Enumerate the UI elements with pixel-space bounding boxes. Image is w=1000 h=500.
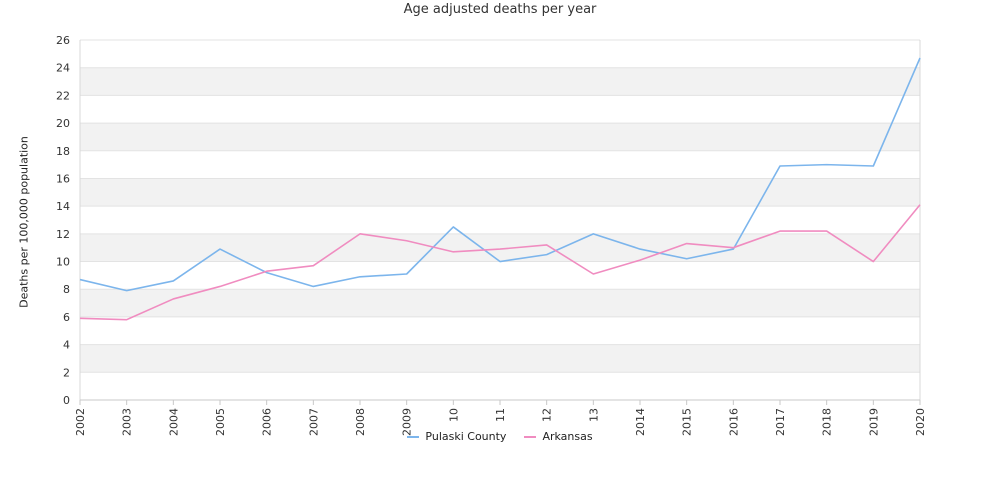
x-tick-label: 2006: [261, 408, 274, 436]
y-tick-label: 4: [63, 339, 70, 352]
legend-swatch: [407, 435, 420, 438]
x-tick-label: 2002: [74, 408, 87, 436]
x-tick-label: 2004: [167, 408, 180, 436]
grid-lines: [79, 39, 921, 401]
x-tick-label: 13: [587, 408, 600, 422]
legend-item[interactable]: Arkansas: [524, 430, 593, 443]
grid-band: [80, 344, 920, 373]
y-tick-label: 16: [56, 172, 70, 185]
x-tick-label: 11: [494, 408, 507, 422]
legend: Pulaski County Arkansas: [0, 430, 1000, 443]
series-line: [79, 57, 921, 292]
chart-title: Age adjusted deaths per year: [403, 2, 597, 17]
x-tick-label: 2005: [214, 408, 227, 436]
grid-band: [80, 289, 920, 317]
y-tick-label: 14: [56, 200, 70, 213]
y-tick-label: 0: [63, 394, 70, 407]
y-tick-label: 18: [56, 145, 70, 158]
x-tick-label: 2008: [354, 408, 367, 436]
grid-band: [80, 40, 920, 68]
y-tick-label: 26: [56, 34, 70, 47]
x-tick-label: 2016: [727, 408, 740, 436]
grid-band: [80, 316, 920, 345]
y-tick-label: 6: [63, 311, 70, 324]
x-tick-label: 2003: [121, 408, 134, 436]
grid-band: [80, 123, 920, 151]
grid-band: [80, 178, 920, 207]
legend-label: Pulaski County: [425, 430, 507, 443]
x-tick-label: 2018: [821, 408, 834, 436]
x-tick-label: 2007: [307, 408, 320, 436]
legend-label: Arkansas: [542, 430, 593, 443]
series-line: [79, 204, 921, 321]
legend-swatch: [524, 435, 537, 438]
y-tick-label: 20: [56, 117, 70, 130]
series-lines: [79, 57, 921, 321]
x-tick-label: 12: [541, 408, 554, 422]
y-tick-label: 22: [56, 89, 70, 102]
y-tick-label: 24: [56, 62, 70, 75]
grid-band: [80, 150, 920, 179]
x-tick-label: 2014: [634, 408, 647, 436]
x-tick-labels: 2002 2003 2004 2005 2006 2007 2008 2009 10 11 12 13…: [74, 400, 927, 436]
grid-bands: [80, 40, 920, 400]
y-tick-label: 8: [63, 283, 70, 296]
x-tick-label: 2020: [914, 408, 927, 436]
y-tick-label: 12: [56, 228, 70, 241]
grid-band: [80, 206, 920, 234]
y-tick-label: 2: [63, 366, 70, 379]
grid-band: [80, 67, 920, 96]
grid-band: [80, 95, 920, 124]
grid-band: [80, 233, 920, 262]
grid-band: [80, 372, 920, 400]
x-tick-label: 2019: [867, 408, 880, 436]
legend-item[interactable]: Pulaski County: [407, 430, 506, 443]
x-tick-label: 2015: [681, 408, 694, 436]
grid-band: [80, 261, 920, 290]
x-tick-label: 2009: [401, 408, 414, 436]
y-tick-label: 10: [56, 256, 70, 269]
x-tick-label: 10: [447, 408, 460, 422]
x-tick-label: 2017: [774, 408, 787, 436]
